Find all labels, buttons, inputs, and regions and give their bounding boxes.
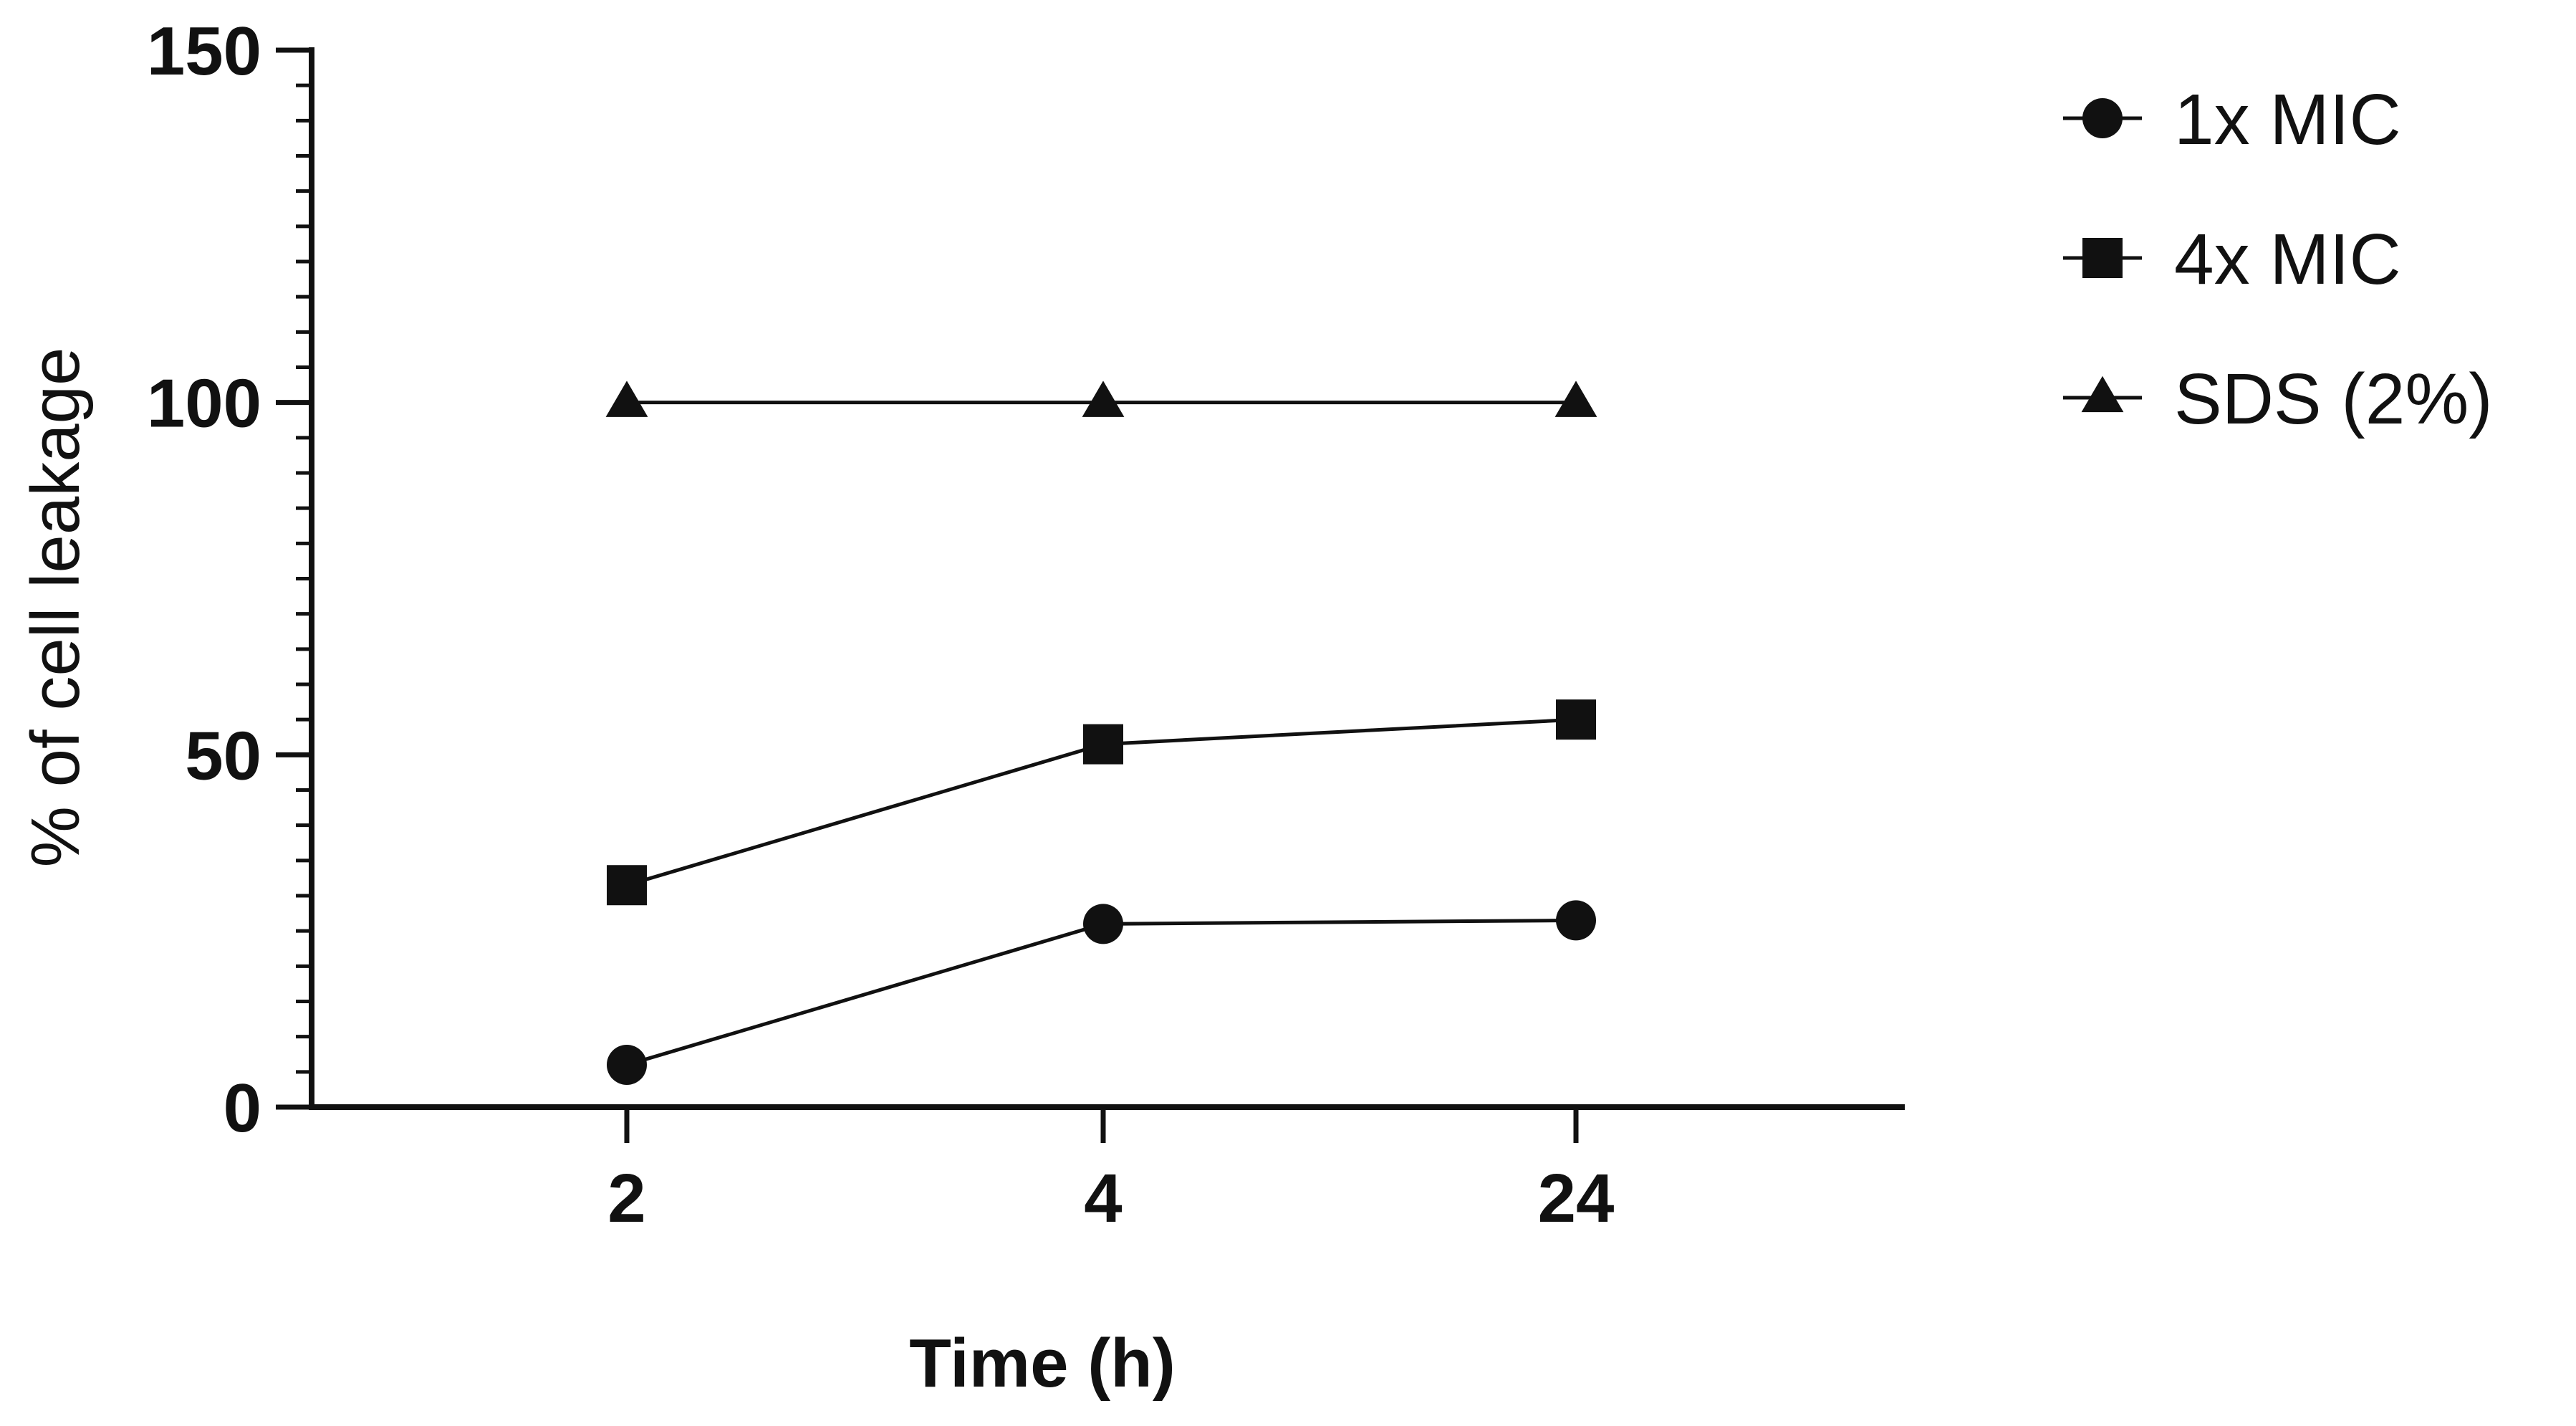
x-axis: 2 4 24	[309, 1104, 1905, 1237]
legend-marker	[2082, 238, 2123, 278]
data-point	[1082, 381, 1125, 417]
y-tick-label: 100	[147, 365, 261, 442]
legend-label: 1x MIC	[2174, 80, 2401, 160]
y-tick-label: 50	[185, 717, 261, 794]
data-point	[607, 1045, 647, 1085]
data-point	[1083, 724, 1123, 765]
y-axis-title: % of cell leakage	[17, 348, 94, 868]
data-point	[1556, 699, 1596, 740]
x-axis-title: Time (h)	[909, 1325, 1176, 1402]
y-axis: 0 50 100 150	[147, 13, 314, 1147]
series-circle	[607, 900, 1596, 1085]
legend-label: SDS (2%)	[2174, 359, 2493, 439]
data-point	[1083, 904, 1123, 944]
x-tick-label: 4	[1084, 1160, 1122, 1237]
data-point	[605, 381, 648, 417]
legend-marker	[2082, 98, 2123, 138]
data-point	[1556, 900, 1596, 941]
x-tick-label: 2	[607, 1160, 645, 1237]
legend-item: 1x MIC	[2063, 80, 2401, 160]
plot-series	[605, 381, 1597, 1085]
legend-label: 4x MIC	[2174, 219, 2401, 300]
legend-item: 4x MIC	[2063, 219, 2401, 300]
data-point	[1554, 381, 1597, 417]
series-square	[607, 699, 1596, 906]
x-tick-label: 24	[1538, 1160, 1615, 1237]
legend-marker	[2081, 375, 2124, 413]
legend: 1x MIC 4x MIC SDS (2%)	[2063, 80, 2493, 439]
legend-item: SDS (2%)	[2063, 359, 2493, 439]
data-point	[607, 865, 647, 906]
y-tick-label: 0	[224, 1070, 261, 1147]
series-triangle	[605, 381, 1597, 417]
y-tick-label: 150	[147, 13, 261, 90]
